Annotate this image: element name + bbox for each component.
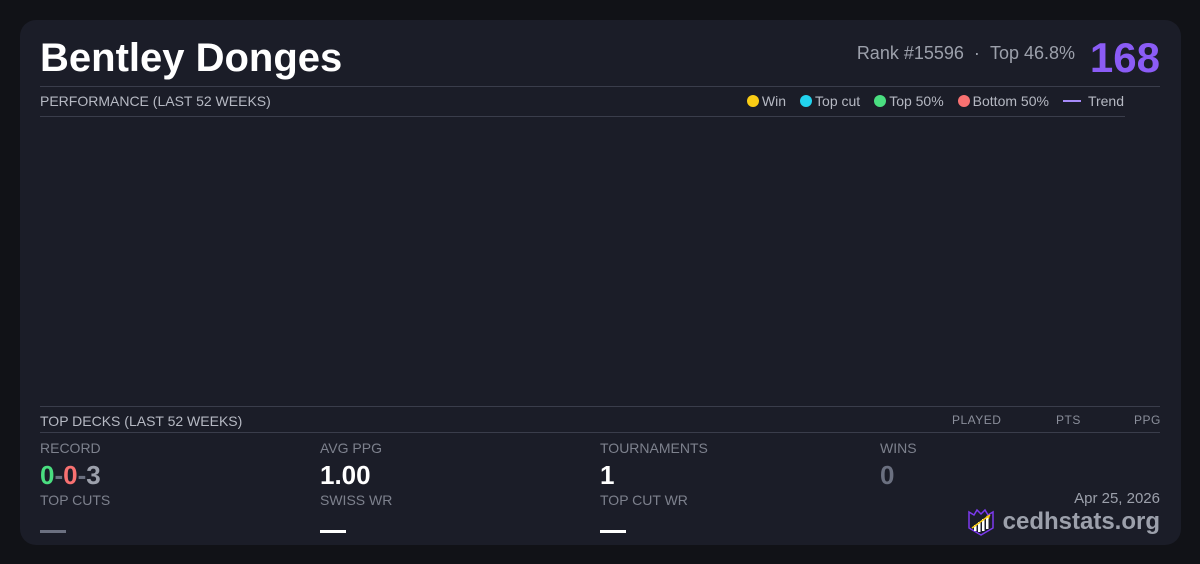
stat-label: WINS	[880, 440, 917, 456]
stat-wins: WINS 0	[880, 440, 1140, 492]
stat-value: 1.00	[320, 460, 371, 490]
top-50-dot-icon	[874, 95, 887, 107]
stat-label: RECORD	[40, 440, 101, 456]
separator: ·	[973, 43, 980, 63]
player-name: Bentley Donges	[40, 36, 343, 80]
stat-label: TOURNAMENTS	[600, 440, 708, 456]
legend-trend: Trend	[1062, 93, 1124, 109]
col-ppg[interactable]: PPG	[1134, 413, 1161, 427]
record-sep: -	[54, 460, 64, 490]
top-decks-title: TOP DECKS (LAST 52 WEEKS)	[40, 413, 243, 429]
record-draws: 3	[86, 460, 101, 490]
stat-label: AVG PPG	[320, 440, 382, 456]
brand[interactable]: cedhstats.org	[967, 508, 1160, 536]
legend-bottom-50: Bottom 50%	[957, 93, 1049, 109]
legend-top-50: Top 50%	[874, 93, 944, 109]
divider	[40, 406, 1160, 407]
stat-value: 0-0-3	[40, 460, 300, 492]
legend-label: Trend	[1087, 93, 1124, 109]
stat-label: TOP CUTS	[40, 492, 111, 508]
top-cut-dot-icon	[800, 95, 813, 107]
col-pts[interactable]: PTS	[1056, 413, 1081, 427]
performance-title: PERFORMANCE (LAST 52 WEEKS)	[40, 93, 271, 109]
top-cut-wr-value	[600, 530, 626, 533]
stat-value: 0	[880, 460, 895, 490]
rank: Rank #15596	[856, 43, 964, 63]
trend-line-icon	[1062, 100, 1081, 102]
player-card: Bentley Donges Rank #15596 · Top 46.8% 1…	[20, 20, 1181, 545]
legend-label: Top cut	[815, 93, 861, 109]
legend-win: Win	[746, 93, 787, 109]
stat-label: TOP CUT WR	[600, 492, 688, 508]
win-dot-icon	[746, 95, 759, 107]
logo-icon	[967, 508, 994, 536]
top-percent: Top 46.8%	[989, 43, 1075, 63]
chart-legend: Win Top cut Top 50% Bottom 50% Trend	[746, 93, 1124, 109]
stat-value: 1	[600, 460, 615, 490]
rank-info: Rank #15596 · Top 46.8%	[857, 43, 1075, 64]
stat-record: RECORD 0-0-3 TOP CUTS	[40, 440, 300, 533]
legend-label: Top 50%	[889, 93, 944, 109]
brand-name: cedhstats.org	[1002, 508, 1160, 535]
divider	[40, 432, 1160, 433]
divider	[40, 116, 1125, 117]
bottom-50-dot-icon	[957, 95, 970, 107]
record-wins: 0	[40, 460, 55, 490]
legend-top-cut: Top cut	[800, 93, 860, 109]
record-losses: 0	[63, 460, 78, 490]
divider	[40, 86, 1160, 87]
swiss-wr-value	[320, 530, 346, 533]
top-cuts-value	[40, 530, 66, 533]
stat-label: SWISS WR	[320, 492, 393, 508]
legend-label: Win	[761, 93, 787, 109]
stat-avg-ppg: AVG PPG 1.00 SWISS WR	[320, 440, 580, 533]
performance-chart	[40, 117, 1125, 405]
score: 168	[1089, 34, 1160, 81]
legend-label: Bottom 50%	[972, 93, 1049, 109]
col-played[interactable]: PLAYED	[952, 413, 1002, 427]
stat-tournaments: TOURNAMENTS 1 TOP CUT WR	[600, 440, 860, 533]
record-sep: -	[77, 460, 87, 490]
date: Apr 25, 2026	[1074, 490, 1160, 507]
